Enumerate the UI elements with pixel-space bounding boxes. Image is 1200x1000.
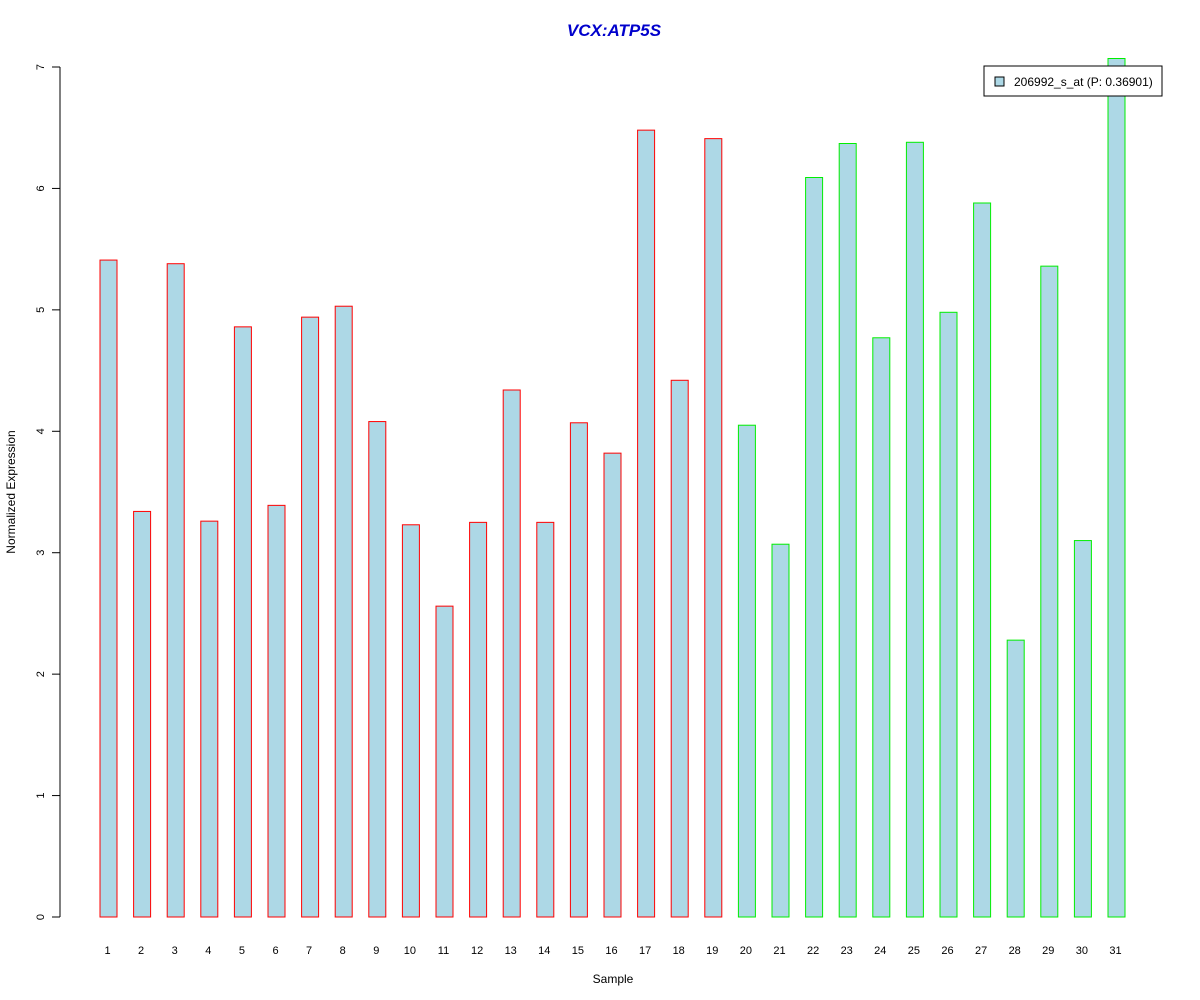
y-tick-label: 3 — [35, 550, 47, 556]
legend-box — [983, 65, 1163, 97]
bars-group — [99, 58, 1126, 918]
bar — [1107, 58, 1126, 918]
x-tick-label: 24 — [874, 945, 886, 957]
y-axis-label: Normalized Expression — [4, 430, 18, 553]
bar — [200, 520, 219, 918]
x-tick-label: 7 — [306, 945, 312, 957]
bar — [401, 524, 420, 918]
x-tick-label: 27 — [975, 945, 987, 957]
bar — [1006, 639, 1025, 918]
y-tick-label: 0 — [35, 914, 47, 920]
bar — [939, 311, 958, 918]
bar — [603, 452, 622, 918]
bar — [469, 521, 488, 918]
x-tick-label: 31 — [1109, 945, 1121, 957]
x-tick-label: 28 — [1009, 945, 1021, 957]
bar — [502, 389, 521, 918]
bar — [166, 263, 185, 918]
x-tick-label: 29 — [1042, 945, 1054, 957]
bar — [737, 424, 756, 918]
bar — [435, 605, 454, 918]
bar — [838, 143, 857, 918]
x-tick-label: 19 — [706, 945, 718, 957]
y-tick-label: 5 — [35, 307, 47, 313]
x-tick-label: 25 — [908, 945, 920, 957]
legend: 206992_s_at (P: 0.36901) — [983, 65, 1163, 97]
bar — [670, 379, 689, 918]
bar — [805, 177, 824, 918]
bar — [771, 543, 790, 918]
bar — [637, 129, 656, 918]
x-tick-label: 23 — [841, 945, 853, 957]
legend-swatch — [994, 76, 1005, 87]
x-tick-label: 20 — [740, 945, 752, 957]
x-tick-label: 8 — [340, 945, 346, 957]
y-tick-label: 1 — [35, 793, 47, 799]
bar — [99, 259, 118, 918]
x-tick-label: 2 — [138, 945, 144, 957]
bar — [368, 421, 387, 918]
bar — [233, 326, 252, 918]
bar — [1040, 265, 1059, 918]
bar — [536, 521, 555, 918]
bar — [133, 510, 152, 918]
x-tick-label: 4 — [205, 945, 211, 957]
x-tick-label: 15 — [572, 945, 584, 957]
x-tick-label: 10 — [404, 945, 416, 957]
bar — [569, 422, 588, 918]
x-tick-label: 14 — [538, 945, 550, 957]
x-tick-label: 21 — [773, 945, 785, 957]
y-tick-label: 6 — [35, 185, 47, 191]
x-tick-label: 1 — [104, 945, 110, 957]
bar — [973, 202, 992, 918]
bar — [905, 141, 924, 918]
x-tick-label: 9 — [373, 945, 379, 957]
x-tick-label: 12 — [471, 945, 483, 957]
bar — [704, 138, 723, 918]
bar — [872, 337, 891, 918]
x-tick-label: 3 — [172, 945, 178, 957]
x-tick-label: 26 — [941, 945, 953, 957]
x-tick-label: 11 — [438, 945, 449, 957]
y-axis: 0 1 2 3 4 5 6 7 — [35, 64, 61, 920]
x-tick-label: 16 — [605, 945, 617, 957]
y-tick-label: 4 — [35, 428, 47, 434]
legend-label: 206992_s_at (P: 0.36901) — [1014, 75, 1153, 89]
bar — [301, 316, 320, 918]
x-tick-label: 18 — [673, 945, 685, 957]
x-tick-label: 6 — [272, 945, 278, 957]
x-tick-label: 13 — [505, 945, 517, 957]
x-tick-label: 22 — [807, 945, 819, 957]
bar — [267, 504, 286, 918]
chart-title: VCX:ATP5S — [567, 21, 662, 40]
x-tick-label: 17 — [639, 945, 651, 957]
x-axis-label: Sample — [593, 972, 634, 986]
y-tick-label: 2 — [35, 671, 47, 677]
x-tick-label: 30 — [1076, 945, 1088, 957]
x-tick-labels: 1 2 3 4 5 6 7 8 9 10 11 12 13 14 15 16 17 18 19 20 21 22 23 24 2… — [104, 945, 1121, 957]
x-tick-label: 5 — [239, 945, 245, 957]
bar — [334, 305, 353, 918]
bar — [1073, 540, 1092, 918]
y-tick-label: 7 — [35, 64, 47, 70]
